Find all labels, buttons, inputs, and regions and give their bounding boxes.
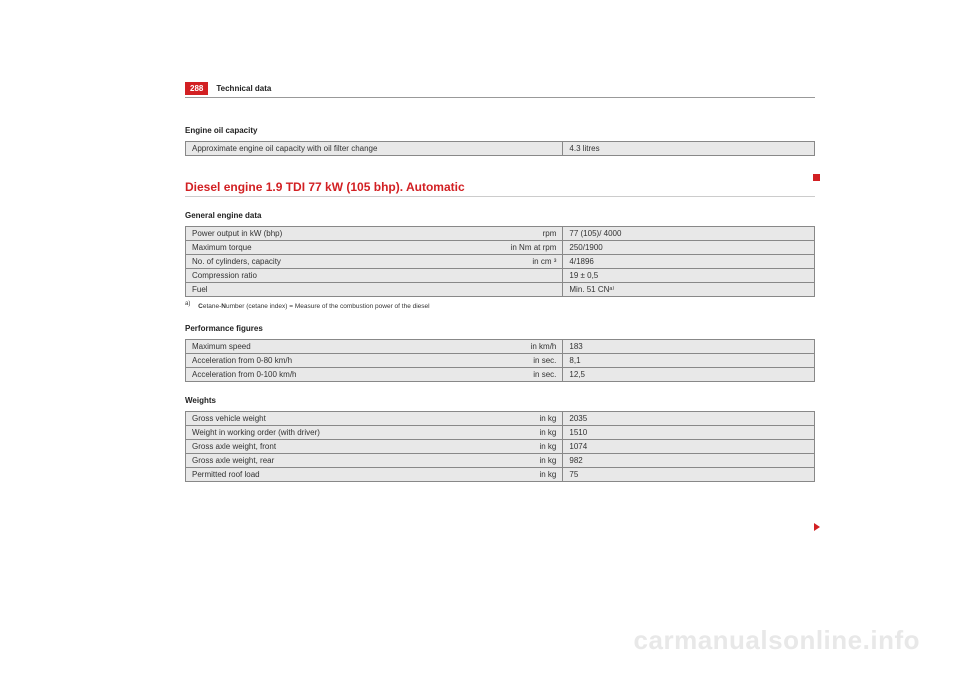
oil-capacity-table: Approximate engine oil capacity with oil… [185,141,815,156]
cell-label: Maximum speedin km/h [186,340,563,354]
footnote-marker: a) [185,301,190,307]
cell-value: 12,5 [563,368,815,382]
table-row: Power output in kW (bhp)rpm77 (105)/ 400… [186,227,815,241]
general-engine-label: General engine data [185,211,815,220]
table-row: Maximum torquein Nm at rpm250/1900 [186,241,815,255]
oil-capacity-label: Engine oil capacity [185,126,815,135]
cell-value: 8,1 [563,354,815,368]
cell-label: Weight in working order (with driver)in … [186,426,563,440]
cell-value: 4/1896 [563,255,815,269]
cell-label: Gross axle weight, rearin kg [186,454,563,468]
table-row: Gross vehicle weightin kg2035 [186,412,815,426]
cell-label: Permitted roof loadin kg [186,468,563,482]
cell-value: 75 [563,468,815,482]
weights-table: Gross vehicle weightin kg2035Weight in w… [185,411,815,482]
continuation-marker-icon [813,174,820,181]
cell-value: 4.3 litres [563,142,815,156]
watermark-text: carmanualsonline.info [634,625,920,656]
cell-label: Power output in kW (bhp)rpm [186,227,563,241]
cell-label: Gross axle weight, frontin kg [186,440,563,454]
cell-value: 183 [563,340,815,354]
cell-label: No. of cylinders, capacityin cm ³ [186,255,563,269]
table-row: FuelMin. 51 CNᵃ⁾ [186,283,815,297]
cell-value: 1074 [563,440,815,454]
performance-label: Performance figures [185,324,815,333]
cell-label: Acceleration from 0-100 km/hin sec. [186,368,563,382]
table-row: Approximate engine oil capacity with oil… [186,142,815,156]
header-title: Technical data [216,84,271,93]
cell-label: Approximate engine oil capacity with oil… [186,142,563,156]
table-row: Gross axle weight, frontin kg1074 [186,440,815,454]
page-header: 288 Technical data [185,82,815,98]
table-row: Maximum speedin km/h183 [186,340,815,354]
cell-value: 1510 [563,426,815,440]
cell-label: Compression ratio [186,269,563,283]
cell-label: Fuel [186,283,563,297]
cell-value: 2035 [563,412,815,426]
general-engine-table: Power output in kW (bhp)rpm77 (105)/ 400… [185,226,815,297]
table-row: Acceleration from 0-100 km/hin sec.12,5 [186,368,815,382]
table-row: Gross axle weight, rearin kg982 [186,454,815,468]
footnote-text: Cetane-Number (cetane index) = Measure o… [198,303,429,310]
cell-value: 250/1900 [563,241,815,255]
page-number-badge: 288 [185,82,208,95]
table-row: Acceleration from 0-80 km/hin sec.8,1 [186,354,815,368]
cell-value: 77 (105)/ 4000 [563,227,815,241]
engine-heading: Diesel engine 1.9 TDI 77 kW (105 bhp). A… [185,180,815,197]
cell-label: Maximum torquein Nm at rpm [186,241,563,255]
cell-label: Acceleration from 0-80 km/hin sec. [186,354,563,368]
cell-value: Min. 51 CNᵃ⁾ [563,283,815,297]
table-row: Permitted roof loadin kg75 [186,468,815,482]
table-row: No. of cylinders, capacityin cm ³4/1896 [186,255,815,269]
footnote: a) Cetane-Number (cetane index) = Measur… [185,301,815,310]
cell-label: Gross vehicle weightin kg [186,412,563,426]
cell-value: 982 [563,454,815,468]
continuation-arrow-icon [814,523,820,531]
performance-table: Maximum speedin km/h183Acceleration from… [185,339,815,382]
cell-value: 19 ± 0,5 [563,269,815,283]
table-row: Compression ratio19 ± 0,5 [186,269,815,283]
table-row: Weight in working order (with driver)in … [186,426,815,440]
weights-label: Weights [185,396,815,405]
